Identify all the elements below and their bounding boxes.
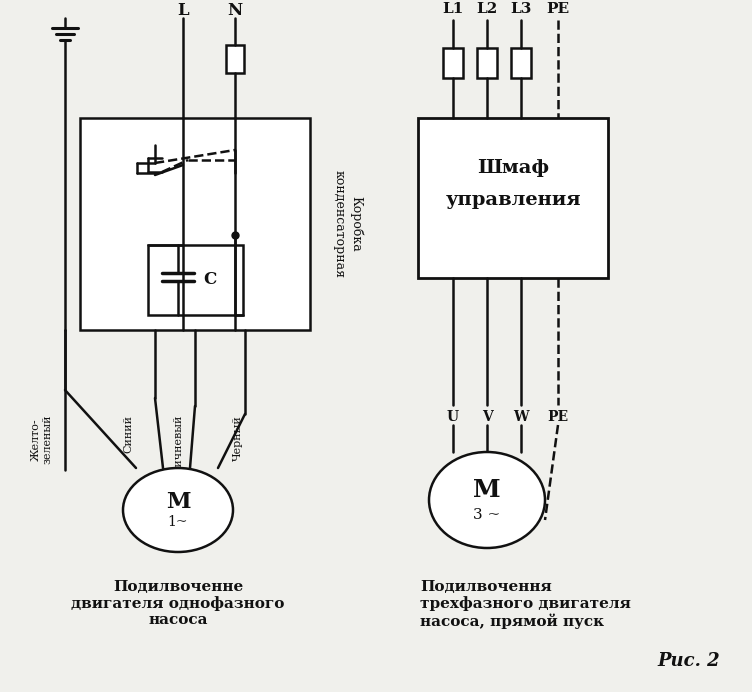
Text: 1~: 1~	[168, 515, 188, 529]
Text: C: C	[203, 271, 217, 289]
Text: управления: управления	[445, 191, 581, 209]
Text: Коробка
конденсаторная: Коробка конденсаторная	[332, 170, 363, 278]
Bar	[80, 118, 310, 330]
Text: Шмаф: Шмаф	[477, 159, 549, 177]
Text: Желто-
зеленый: Желто- зеленый	[31, 415, 53, 464]
Text: Черный: Черный	[233, 415, 243, 461]
Text: U: U	[447, 410, 459, 424]
Text: L1: L1	[442, 2, 464, 16]
Text: Подилвоченне
двигателя однофазного
насоса: Подилвоченне двигателя однофазного насос…	[71, 580, 285, 628]
Text: V: V	[481, 410, 493, 424]
Text: N: N	[227, 2, 243, 19]
Text: L: L	[177, 2, 189, 19]
Text: PE: PE	[547, 2, 569, 16]
Text: Синий: Синий	[123, 415, 133, 453]
Text: Коричневый: Коричневый	[173, 415, 183, 489]
Text: L2: L2	[476, 2, 498, 16]
Ellipse shape	[123, 468, 233, 552]
Bar	[226, 45, 244, 73]
Text: M: M	[473, 478, 501, 502]
Text: Рис. 2: Рис. 2	[657, 652, 720, 670]
Text: PE: PE	[547, 410, 569, 424]
Text: L3: L3	[511, 2, 532, 16]
Text: 3 ~: 3 ~	[473, 508, 501, 522]
Ellipse shape	[429, 452, 545, 548]
Bar	[477, 48, 497, 78]
Bar	[418, 118, 608, 278]
Bar	[443, 48, 463, 78]
Bar	[148, 245, 243, 315]
Text: W: W	[513, 410, 529, 424]
Text: M: M	[165, 491, 190, 513]
Bar	[511, 48, 531, 78]
Text: Подилвочення
трехфазного двигателя
насоса, прямой пуск: Подилвочення трехфазного двигателя насос…	[420, 580, 631, 629]
